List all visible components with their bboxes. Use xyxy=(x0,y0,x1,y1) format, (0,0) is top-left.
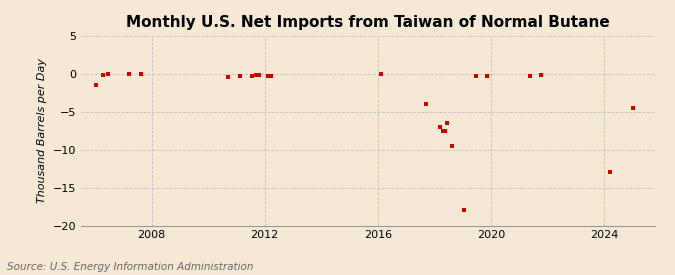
Point xyxy=(524,74,535,78)
Point xyxy=(251,73,262,78)
Point xyxy=(103,72,113,77)
Point xyxy=(124,72,135,77)
Title: Monthly U.S. Net Imports from Taiwan of Normal Butane: Monthly U.S. Net Imports from Taiwan of … xyxy=(126,15,610,31)
Point xyxy=(439,128,450,133)
Point xyxy=(223,75,234,80)
Point xyxy=(628,106,639,110)
Point xyxy=(482,74,493,78)
Point xyxy=(421,102,431,106)
Point xyxy=(253,73,264,78)
Point xyxy=(447,144,458,148)
Point xyxy=(91,83,102,87)
Point xyxy=(470,74,481,78)
Y-axis label: Thousand Barrels per Day: Thousand Barrels per Day xyxy=(37,58,47,203)
Point xyxy=(536,73,547,78)
Point xyxy=(376,72,387,77)
Point xyxy=(98,73,109,78)
Text: Source: U.S. Energy Information Administration: Source: U.S. Energy Information Administ… xyxy=(7,262,253,272)
Point xyxy=(442,121,453,125)
Point xyxy=(604,170,615,175)
Point xyxy=(437,128,448,133)
Point xyxy=(263,74,273,78)
Point xyxy=(458,208,469,213)
Point xyxy=(136,72,146,77)
Point xyxy=(246,74,257,78)
Point xyxy=(265,74,276,78)
Point xyxy=(235,74,246,78)
Point xyxy=(435,125,446,129)
